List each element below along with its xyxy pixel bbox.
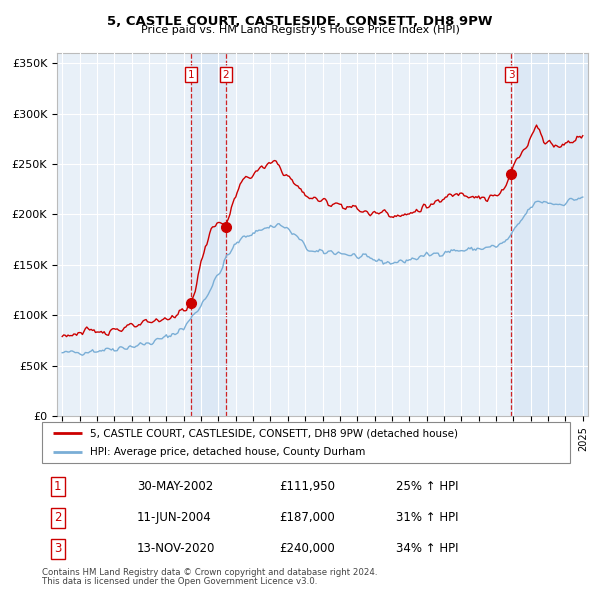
Text: 31% ↑ HPI: 31% ↑ HPI xyxy=(396,511,458,525)
Text: 1: 1 xyxy=(54,480,62,493)
Text: 2: 2 xyxy=(223,70,229,80)
Text: 3: 3 xyxy=(54,542,62,555)
Text: This data is licensed under the Open Government Licence v3.0.: This data is licensed under the Open Gov… xyxy=(42,577,317,586)
Text: 5, CASTLE COURT, CASTLESIDE, CONSETT, DH8 9PW: 5, CASTLE COURT, CASTLESIDE, CONSETT, DH… xyxy=(107,15,493,28)
Bar xyxy=(191,53,226,416)
Text: 34% ↑ HPI: 34% ↑ HPI xyxy=(396,542,458,555)
Text: 30-MAY-2002: 30-MAY-2002 xyxy=(137,480,213,493)
Bar xyxy=(574,53,588,416)
Text: £187,000: £187,000 xyxy=(280,511,335,525)
Text: 11-JUN-2004: 11-JUN-2004 xyxy=(137,511,212,525)
FancyBboxPatch shape xyxy=(42,422,570,463)
Text: Contains HM Land Registry data © Crown copyright and database right 2024.: Contains HM Land Registry data © Crown c… xyxy=(42,568,377,576)
Text: 13-NOV-2020: 13-NOV-2020 xyxy=(137,542,215,555)
Text: HPI: Average price, detached house, County Durham: HPI: Average price, detached house, Coun… xyxy=(89,447,365,457)
Text: 25% ↑ HPI: 25% ↑ HPI xyxy=(396,480,458,493)
Text: £111,950: £111,950 xyxy=(280,480,335,493)
Text: 3: 3 xyxy=(508,70,514,80)
Text: 1: 1 xyxy=(187,70,194,80)
Text: 2: 2 xyxy=(54,511,62,525)
Text: 5, CASTLE COURT, CASTLESIDE, CONSETT, DH8 9PW (detached house): 5, CASTLE COURT, CASTLESIDE, CONSETT, DH… xyxy=(89,428,458,438)
Bar xyxy=(511,53,588,416)
Text: Price paid vs. HM Land Registry's House Price Index (HPI): Price paid vs. HM Land Registry's House … xyxy=(140,25,460,35)
Text: £240,000: £240,000 xyxy=(280,542,335,555)
